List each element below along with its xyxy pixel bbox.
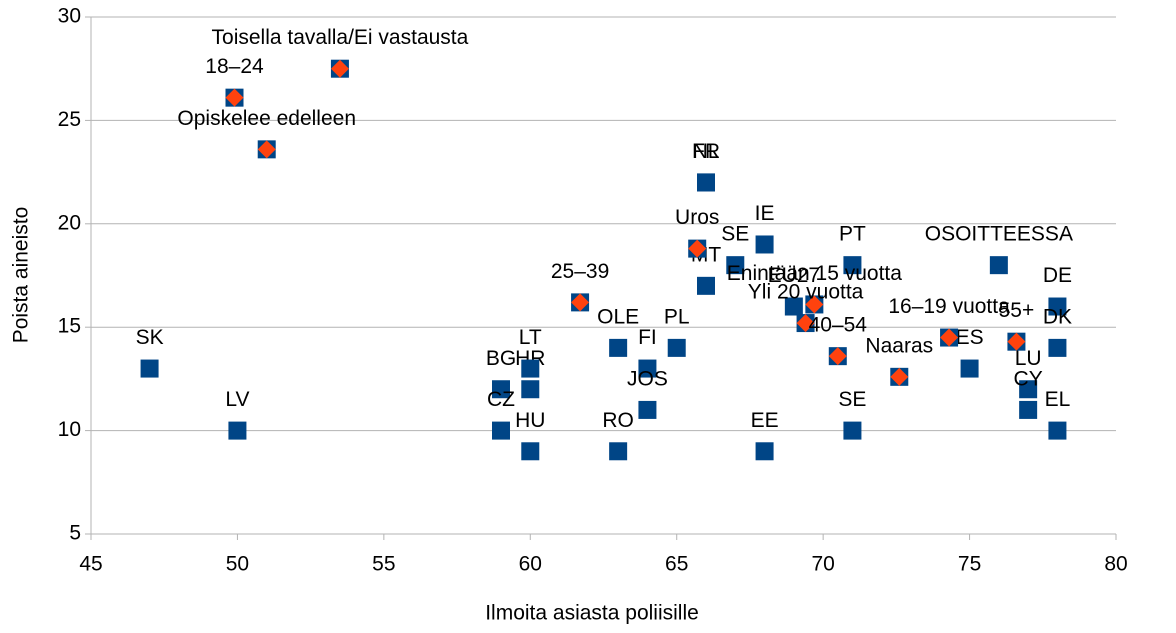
point-label: 55+	[999, 299, 1035, 322]
point-label: 40–54	[809, 314, 868, 337]
point-label: OLE	[597, 305, 639, 328]
y-tick-label: 5	[69, 522, 81, 545]
x-tick-label: 55	[372, 553, 395, 576]
point	[784, 297, 803, 316]
point	[697, 276, 715, 295]
point	[940, 328, 959, 347]
point-label: LU	[1015, 347, 1042, 370]
point-label: ES	[956, 326, 984, 349]
point	[796, 314, 815, 333]
point-label: 16–19 vuotta	[888, 295, 1010, 318]
y-tick-label: 15	[58, 315, 81, 338]
point-label: JOS	[627, 367, 668, 390]
point-label: EL	[1045, 388, 1071, 411]
point-label: Uros	[675, 206, 719, 229]
point-label: FI	[638, 326, 657, 349]
point-label: RO	[602, 409, 634, 432]
y-tick-label: 10	[58, 418, 81, 441]
point-label: Naaras	[865, 334, 933, 357]
point-label: SE	[721, 223, 749, 246]
point-label: IE	[755, 202, 775, 225]
point-label: PL	[664, 305, 690, 328]
point-label: SK	[136, 326, 164, 349]
point	[521, 442, 540, 461]
point	[960, 359, 979, 378]
point-label: Opiskelee edelleen	[177, 107, 356, 130]
point	[1019, 400, 1038, 419]
point	[805, 295, 824, 314]
point	[1007, 332, 1026, 351]
point-label: LV	[225, 388, 249, 411]
x-tick-label: 70	[811, 553, 834, 576]
point	[1019, 380, 1038, 399]
point	[609, 442, 628, 461]
point	[492, 380, 510, 399]
y-tick-label: 25	[58, 108, 81, 131]
point	[521, 359, 540, 378]
y-tick-label: 30	[58, 5, 81, 28]
point-label: PT	[839, 223, 866, 246]
point	[755, 235, 774, 254]
point-label: EU27	[768, 264, 821, 287]
x-tick-label: 75	[958, 553, 981, 576]
point	[492, 421, 510, 440]
point-label: CZ	[487, 388, 515, 411]
point	[726, 256, 745, 275]
x-tick-label: 45	[79, 553, 102, 576]
point	[843, 421, 862, 440]
point	[890, 367, 909, 386]
point-label: CY	[1014, 367, 1043, 390]
y-tick-label: 20	[58, 211, 81, 234]
y-axis-title: Poista aineisto	[10, 207, 33, 344]
point	[228, 421, 247, 440]
point	[638, 359, 657, 378]
point-label: 25–39	[551, 260, 609, 283]
x-tick-label: 60	[519, 553, 542, 576]
point-label: Enintään 15 vuotta	[727, 262, 902, 285]
point	[609, 338, 628, 357]
point-label: LT	[519, 326, 542, 349]
point	[828, 347, 847, 366]
point-label: EE	[751, 409, 779, 432]
point-label: 18–24	[205, 55, 264, 78]
point	[989, 256, 1008, 275]
point-label: Yli 20 vuotta	[748, 281, 864, 304]
point-label: DK	[1043, 305, 1072, 328]
point	[571, 293, 590, 312]
x-tick-label: 80	[1104, 553, 1127, 576]
point	[140, 359, 159, 378]
point	[697, 173, 715, 192]
point-label: SE	[838, 388, 866, 411]
point	[330, 59, 349, 78]
point	[225, 88, 244, 107]
point-label: HU	[515, 409, 545, 432]
x-axis-title: Ilmoita asiasta poliisille	[485, 602, 699, 625]
point	[257, 140, 276, 159]
point	[521, 380, 540, 399]
point-label: DE	[1043, 264, 1072, 287]
x-tick-label: 65	[665, 553, 688, 576]
point-label: Toisella tavalla/Ei vastausta	[212, 26, 469, 49]
point-label: BG	[486, 347, 516, 370]
x-tick-label: 50	[226, 553, 249, 576]
point-label: OSOITTEESSA	[925, 223, 1073, 246]
point-label: FR	[692, 140, 720, 163]
point	[667, 338, 686, 357]
point	[688, 239, 707, 258]
point	[638, 400, 657, 419]
point	[1048, 297, 1067, 316]
point	[1048, 338, 1067, 357]
point	[1048, 421, 1067, 440]
point	[843, 256, 862, 275]
point-label: NL	[693, 140, 720, 163]
point	[755, 442, 774, 461]
